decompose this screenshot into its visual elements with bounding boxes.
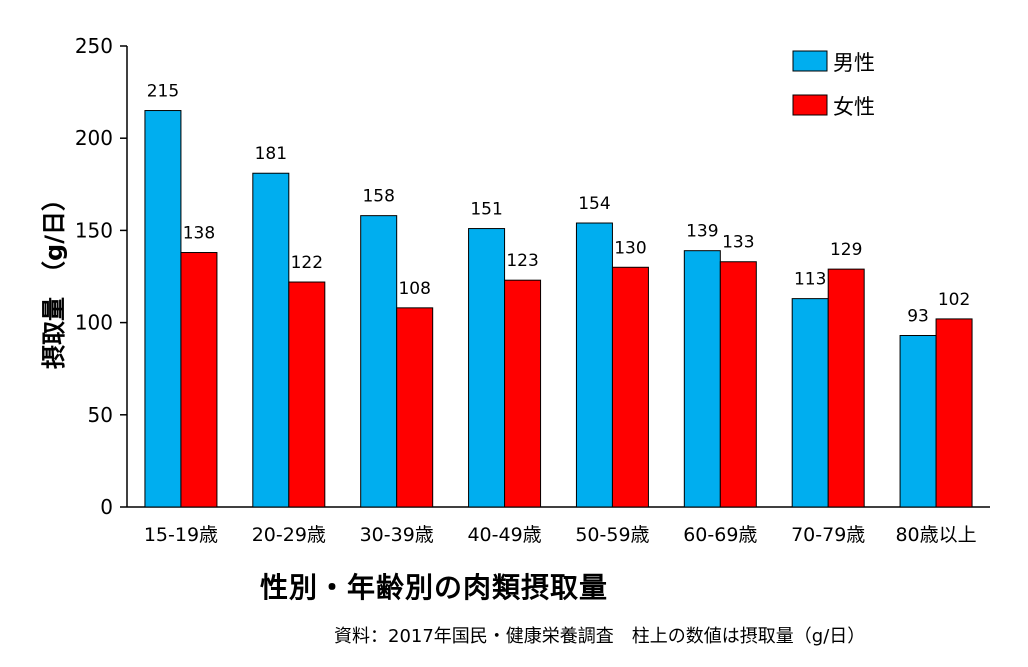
y-tick-label: 0 (100, 495, 113, 519)
data-label: 181 (255, 144, 287, 164)
data-label: 215 (147, 82, 179, 102)
bar-male (144, 110, 182, 508)
y-tick-label: 200 (75, 126, 113, 150)
bar-male (468, 228, 506, 508)
axes-layer: 0 50 100 150 200 250 15-19歳 20-29歳 30-39歳 40-49歳 5… (75, 34, 990, 546)
x-tick-label: 20-29歳 (252, 524, 326, 546)
bar-female (827, 268, 865, 508)
bar-female (611, 266, 649, 508)
data-label: 138 (183, 224, 215, 244)
bar-female (504, 279, 542, 508)
y-tick-label: 50 (88, 403, 113, 427)
bars-layer (144, 110, 973, 508)
bar-male (252, 172, 290, 508)
legend-swatch (792, 50, 828, 72)
bar-female (719, 261, 757, 508)
x-tick-label: 70-79歳 (791, 524, 865, 546)
bar-male (683, 250, 721, 508)
bar-female (180, 252, 218, 508)
chart-source-note: 資料：2017年国民・健康栄養調査 柱上の数値は摂取量（g/日） (334, 626, 866, 647)
data-label: 151 (470, 200, 502, 220)
data-label: 113 (794, 270, 826, 290)
legend-label: 男性 (833, 51, 875, 75)
legend-label: 女性 (833, 95, 875, 119)
y-axis-title: 摂取量 （g/日） (40, 187, 68, 369)
data-label: 122 (291, 253, 323, 273)
x-tick-label: 60-69歳 (683, 524, 757, 546)
data-label: 129 (830, 240, 862, 260)
bar-male (899, 335, 937, 508)
bar-female (935, 318, 973, 508)
data-label: 158 (362, 187, 394, 207)
data-labels-layer: 2151381811221581081511231541301391331131… (147, 82, 971, 327)
x-tick-label: 80歳以上 (895, 524, 976, 546)
data-label: 139 (686, 222, 718, 242)
x-tick-label: 40-49歳 (467, 524, 541, 546)
data-label: 108 (398, 279, 430, 299)
data-label: 133 (722, 233, 754, 253)
bar-male (360, 215, 398, 508)
data-label: 93 (907, 307, 929, 327)
bar-female (396, 307, 434, 508)
chart-title: 性別・年齢別の肉類摂取量 (260, 571, 609, 604)
bar-male (575, 222, 613, 508)
data-label: 123 (506, 251, 538, 271)
y-tick-label: 100 (75, 311, 113, 335)
x-tick-label: 50-59歳 (575, 524, 649, 546)
bar-female (288, 281, 326, 508)
data-label: 154 (578, 194, 610, 214)
legend-swatch (792, 94, 828, 116)
data-label: 130 (614, 238, 646, 258)
y-tick-label: 250 (75, 34, 113, 58)
bar-male (791, 298, 829, 508)
data-label: 102 (938, 290, 970, 310)
x-tick-label: 30-39歳 (360, 524, 434, 546)
x-tick-label: 15-19歳 (144, 524, 218, 546)
y-tick-label: 150 (75, 218, 113, 242)
